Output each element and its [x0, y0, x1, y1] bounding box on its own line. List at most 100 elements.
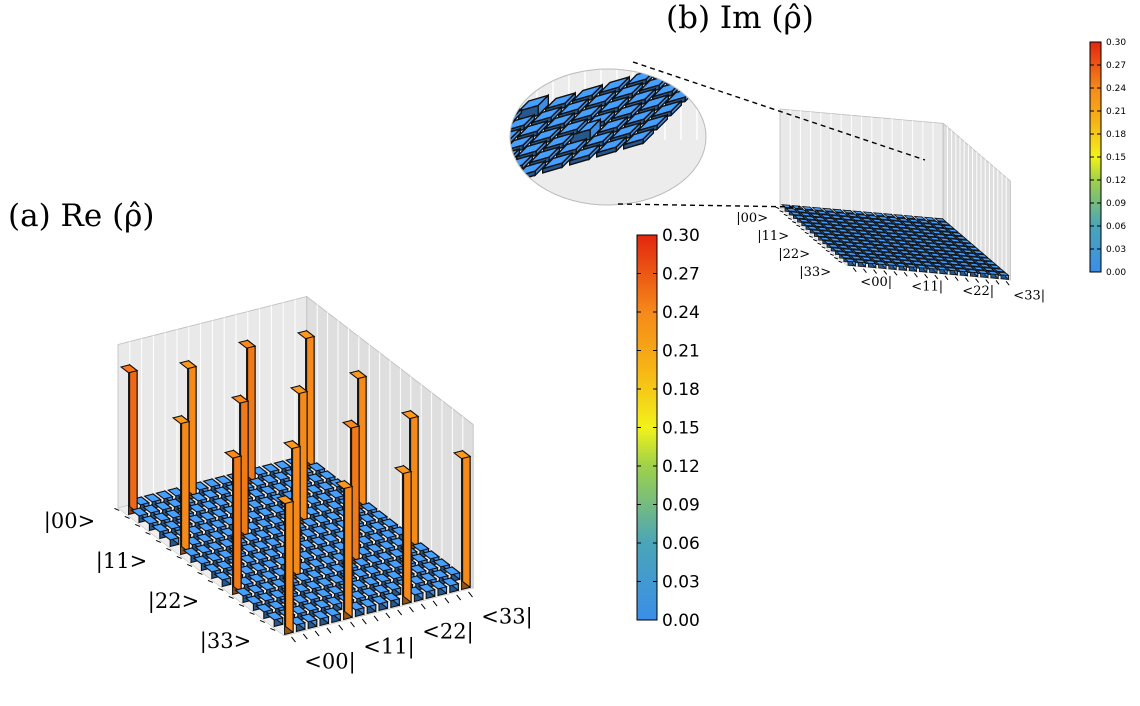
inset-bar-0-8	[708, 45, 738, 65]
floor-bar-15-14	[986, 270, 1000, 280]
inset-bar-3-1	[477, 143, 507, 163]
panel-a-quantity: Re (ρ̂)	[60, 198, 155, 234]
row-tick-label: |00>	[736, 211, 768, 226]
col-tick-label: <33|	[481, 605, 532, 630]
colorbar-tick-label: 0.15	[1106, 153, 1126, 163]
floor-bar-15-5	[894, 262, 908, 272]
floor-bar-15-6	[905, 263, 918, 273]
panel-a: |00>|11>|22>|33> <00| <11| <22| <33|	[44, 295, 533, 675]
row-tick-label: |33>	[799, 265, 831, 280]
floor-bar-15-0	[843, 258, 857, 267]
panel-a-letter: (a)	[8, 198, 51, 234]
inset-bar-4-0	[436, 165, 466, 185]
col-tick-label: <33|	[1013, 289, 1045, 304]
inset-bar-1-7	[666, 69, 697, 88]
colorbar-tick-label: 0.00	[662, 611, 700, 631]
zoom-guide-lower	[617, 203, 801, 208]
colorbar-tick-label: 0.18	[662, 380, 700, 400]
col-tick-label: <22|	[422, 620, 473, 645]
colorbar-tick-label: 0.21	[662, 342, 700, 362]
floor-bar-15-2	[299, 612, 318, 630]
floor-bar-15-7	[358, 597, 377, 615]
inset-bar-5-1	[449, 171, 479, 191]
floor-bar-15-7	[915, 264, 928, 274]
floor-bar-15-3	[874, 260, 888, 270]
colorbar-tick-label: 0.03	[662, 573, 700, 593]
floor-bar-15-13	[429, 579, 448, 597]
colorbar-tick-label: 0.27	[1106, 61, 1126, 71]
inset-bar-5-2	[476, 163, 506, 183]
colorbar-tick-label: 0.24	[1106, 84, 1126, 94]
inset-bar-6-7	[596, 135, 627, 158]
colorbar-tick-label: 0.09	[662, 496, 700, 516]
floor-bar-15-8	[370, 594, 389, 612]
tall-bar-0-10	[237, 339, 257, 486]
colorbar-tick-label: 0.00	[1106, 268, 1126, 278]
inset-bar-1-4	[585, 89, 616, 112]
inset-bar-6-2	[462, 177, 492, 197]
tall-bar-15-10	[393, 464, 413, 606]
colorbar-tick-label: 0.06	[1106, 222, 1126, 232]
inset-bar-0-1	[518, 93, 549, 122]
col-tick-label: <22|	[962, 284, 994, 299]
floor-bar-15-4	[884, 261, 898, 271]
floor-bar-14-5	[324, 595, 343, 613]
inset-bar-6-8	[623, 127, 654, 150]
inset-bar-3-0	[450, 151, 480, 171]
floor-bar-15-11	[956, 268, 969, 277]
floor-bar-14-0	[265, 610, 284, 628]
panel-b-quantity: Im (ρ̂)	[719, 0, 814, 36]
floor-bar-15-4	[323, 606, 342, 624]
row-tick-label: |11>	[757, 229, 789, 244]
panel-b-letter: (b)	[666, 0, 711, 36]
tall-bar-10-5	[282, 439, 302, 581]
floor-bar-15-10	[945, 267, 959, 276]
floor-bar-11-12	[375, 550, 395, 568]
floor-bar-15-1	[854, 259, 867, 268]
zoom-guide-upper	[632, 61, 926, 161]
colorbar-tick-label: 0.30	[1106, 38, 1126, 48]
colorbar-tick-label: 0.27	[662, 265, 700, 285]
tall-bar-0-15	[296, 329, 316, 471]
floor-bar-15-14	[441, 576, 460, 594]
floor-bar-15-12	[417, 582, 436, 600]
col-tick-label: <11|	[911, 280, 943, 295]
row-tick-label: |33>	[200, 629, 251, 654]
floor-bar-15-9	[935, 266, 949, 275]
inset-bar-1-2	[531, 105, 562, 128]
col-tick-label: <00|	[304, 650, 355, 675]
col-tick-label: <11|	[363, 635, 414, 660]
colorbar-tick-label: 0.12	[1106, 176, 1126, 186]
colorbar-tick-label: 0.12	[662, 457, 700, 477]
inset-bar-2-0	[464, 137, 494, 157]
floor-bar-9-0	[213, 570, 232, 588]
panel-a-title: (a) Re (ρ̂)	[8, 198, 155, 234]
col-tick-label: <00|	[860, 275, 892, 290]
colorbar-tick-label: 0.09	[1106, 199, 1126, 209]
colorbar-tick-label: 0.24	[662, 303, 700, 323]
inset-bar-0-3	[572, 83, 603, 106]
inset-bar-4-7	[624, 107, 655, 130]
inset-bar-6-6	[569, 143, 600, 166]
floor-bar-15-15	[996, 271, 1010, 281]
inset-bar-0-7	[680, 69, 701, 74]
colorbar-tick-label: 0.03	[1106, 245, 1126, 255]
colorbar-tick-label: 0.18	[1106, 130, 1126, 140]
row-tick-label: |11>	[96, 549, 147, 574]
panel-b: |00> |11> |22> |33> <00| <11| <22| <33|	[736, 108, 1045, 304]
tall-bar-15-5	[334, 479, 354, 621]
floor-bar-15-3	[311, 609, 330, 627]
floor-bar-15-13	[976, 269, 990, 279]
floor-bar-14-15	[442, 565, 461, 583]
floor-bar-15-2	[864, 260, 877, 269]
inset-bar-1-8	[693, 69, 706, 80]
inset-bar-1-0	[478, 123, 508, 143]
inset-bar-4-1	[463, 157, 493, 177]
inset-bar-6-1	[435, 185, 465, 205]
colorbar-tick-label: 0.30	[662, 226, 700, 246]
tall-bar-5-15	[348, 369, 368, 511]
tall-bar-10-0	[223, 449, 243, 596]
colorbar-b: 0.00 0.03 0.06 0.09 0.12 0.15 0.18 0.21 0.24 0.27…	[1089, 38, 1126, 278]
